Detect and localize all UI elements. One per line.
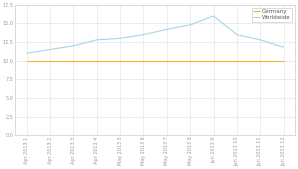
Worldwide: [142, 34, 145, 36]
Germany: [165, 60, 169, 62]
Worldwide: [258, 39, 262, 41]
Germany: [235, 60, 239, 62]
Germany: [48, 60, 52, 62]
Worldwide: [48, 49, 52, 51]
Germany: [95, 60, 99, 62]
Germany: [188, 60, 192, 62]
Worldwide: [72, 45, 75, 47]
Germany: [118, 60, 122, 62]
Worldwide: [212, 15, 215, 17]
Germany: [72, 60, 75, 62]
Worldwide: [95, 39, 99, 41]
Line: Worldwide: Worldwide: [27, 16, 284, 53]
Germany: [282, 60, 285, 62]
Worldwide: [118, 37, 122, 39]
Worldwide: [25, 52, 29, 54]
Worldwide: [188, 24, 192, 26]
Worldwide: [165, 28, 169, 30]
Germany: [258, 60, 262, 62]
Germany: [142, 60, 145, 62]
Worldwide: [282, 46, 285, 48]
Worldwide: [235, 34, 239, 36]
Legend: Germany, Worldwide: Germany, Worldwide: [252, 8, 292, 22]
Germany: [212, 60, 215, 62]
Germany: [25, 60, 29, 62]
